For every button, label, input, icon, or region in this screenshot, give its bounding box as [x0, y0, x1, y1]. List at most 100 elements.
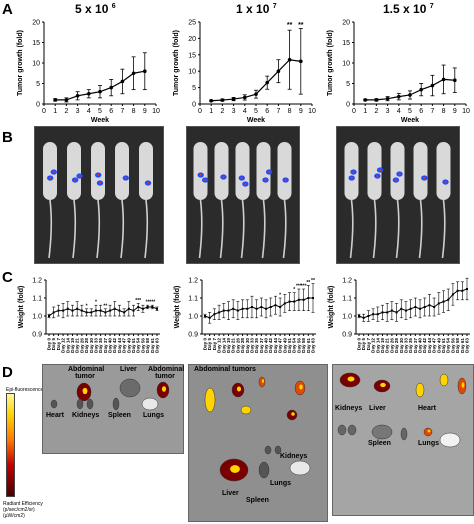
label-abdominal-tumors: Abdominal tumors	[194, 366, 256, 373]
label-lungs: Lungs	[143, 412, 164, 419]
data-point	[109, 309, 112, 312]
x-tick-label: Day 21	[231, 338, 236, 353]
data-point	[236, 309, 239, 312]
x-tick-label: Day 7	[212, 338, 217, 351]
mouse-tail	[282, 199, 287, 259]
x-tick-label: Day 61	[460, 338, 465, 353]
x-tick-label: Day 7	[366, 338, 371, 351]
x-tick-label: Day 26	[79, 338, 84, 353]
y-tick-label: 0	[346, 102, 350, 109]
bli-signal-core	[124, 177, 127, 179]
y-axis-label: Weight (fold)	[18, 286, 25, 329]
data-point	[437, 302, 440, 305]
data-point	[430, 83, 435, 88]
x-tick-label: Day 49	[126, 338, 131, 353]
kidney-organ	[337, 424, 347, 436]
mouse-body	[235, 142, 250, 200]
data-point	[156, 307, 158, 310]
data-point	[137, 306, 140, 308]
x-axis-label: Week	[247, 117, 265, 124]
mouse-tail	[240, 199, 245, 259]
data-point	[127, 307, 130, 310]
data-point	[113, 307, 116, 310]
mouse-tail	[441, 199, 446, 259]
data-point	[80, 309, 83, 312]
data-point	[143, 69, 147, 73]
abdominal-tumor-organ-hotspot	[161, 386, 167, 392]
y-tick-label: 5	[346, 81, 350, 88]
data-point	[208, 316, 211, 319]
x-tick-label: Day 54	[446, 338, 451, 353]
data-point	[428, 304, 431, 307]
data-point	[94, 309, 97, 312]
x-tick-label: 4	[243, 108, 247, 115]
bli-signal-core	[52, 171, 55, 173]
y-axis-label: Weight (fold)	[328, 286, 335, 329]
bli-signal-core	[222, 176, 225, 178]
x-tick-label: 6	[265, 108, 269, 115]
data-point	[231, 97, 236, 101]
data-point	[302, 298, 305, 301]
data-point	[381, 311, 384, 314]
data-point	[397, 94, 401, 99]
y-tick-label: 10	[342, 61, 350, 68]
liver-organ	[119, 378, 141, 398]
bli-signal-core	[147, 182, 149, 184]
y-axis-label: Tumor growth (fold)	[327, 30, 334, 96]
data-point	[227, 309, 230, 312]
mouse-body	[390, 142, 405, 200]
data-point	[288, 300, 291, 303]
mouse-body	[67, 142, 81, 200]
mouse-tail	[198, 199, 203, 259]
bli-signal-core	[49, 177, 52, 179]
mouse-tail	[219, 199, 224, 259]
x-tick-label: 8	[288, 108, 292, 115]
x-tick-label: Day 33	[249, 338, 254, 353]
bli-signal-core	[244, 183, 247, 185]
x-tick-label: Day 61	[306, 338, 311, 353]
data-point	[423, 306, 426, 308]
significance-label: *	[279, 293, 281, 299]
x-tick-label: Day 7	[56, 338, 61, 351]
x-tick-label: Day 26	[235, 338, 240, 353]
x-tick-label: Day 40	[108, 338, 113, 353]
label-abdominal-tumor-2: Abdominal tumor	[148, 366, 185, 380]
data-point	[64, 98, 69, 102]
bli-signal-core	[268, 171, 271, 173]
x-tick-label: 8	[132, 108, 136, 115]
data-point	[232, 307, 235, 310]
mouse-body	[115, 142, 129, 200]
bli-signal-core	[398, 173, 401, 175]
abdominal-tumor-organ-hotspot	[236, 386, 242, 392]
data-point	[246, 307, 249, 310]
y-tick-label: 1.0	[188, 314, 198, 321]
label-lungs-3: Lungs	[418, 440, 439, 447]
abdominal-tumor-organ	[258, 376, 266, 388]
data-point	[209, 98, 213, 103]
x-tick-label: Day 35	[408, 338, 413, 353]
x-tick-label: Day 5	[51, 338, 56, 351]
label-liver-2: Liver	[222, 490, 239, 497]
x-tick-label: Day 5	[361, 338, 366, 351]
x-tick-label: 7	[276, 108, 280, 115]
label-liver: Liver	[120, 366, 137, 373]
x-tick-label: Day 54	[292, 338, 297, 353]
abdominal-tumor-organ-hotspot	[380, 382, 386, 388]
bli-signal-core	[199, 174, 202, 176]
x-tick-label: 4	[397, 108, 401, 115]
label-kidneys: Kidneys	[72, 412, 100, 419]
x-tick-label: Day 12	[217, 338, 222, 353]
x-tick-label: Day 40	[418, 338, 423, 353]
data-point	[461, 289, 464, 292]
lungs-organ	[439, 432, 461, 448]
data-point	[372, 313, 375, 316]
label-abdominal-tumor: Abdominal tumor	[68, 366, 105, 380]
x-tick-label: 3	[76, 108, 80, 115]
x-tick-label: Day 14	[221, 338, 226, 353]
x-tick-label: Day 28	[394, 338, 399, 353]
label-liver-3: Liver	[369, 405, 386, 412]
x-tick-label: 7	[430, 108, 434, 115]
bli-signal-core	[204, 179, 207, 181]
data-point	[269, 306, 272, 308]
data-point	[254, 92, 258, 96]
